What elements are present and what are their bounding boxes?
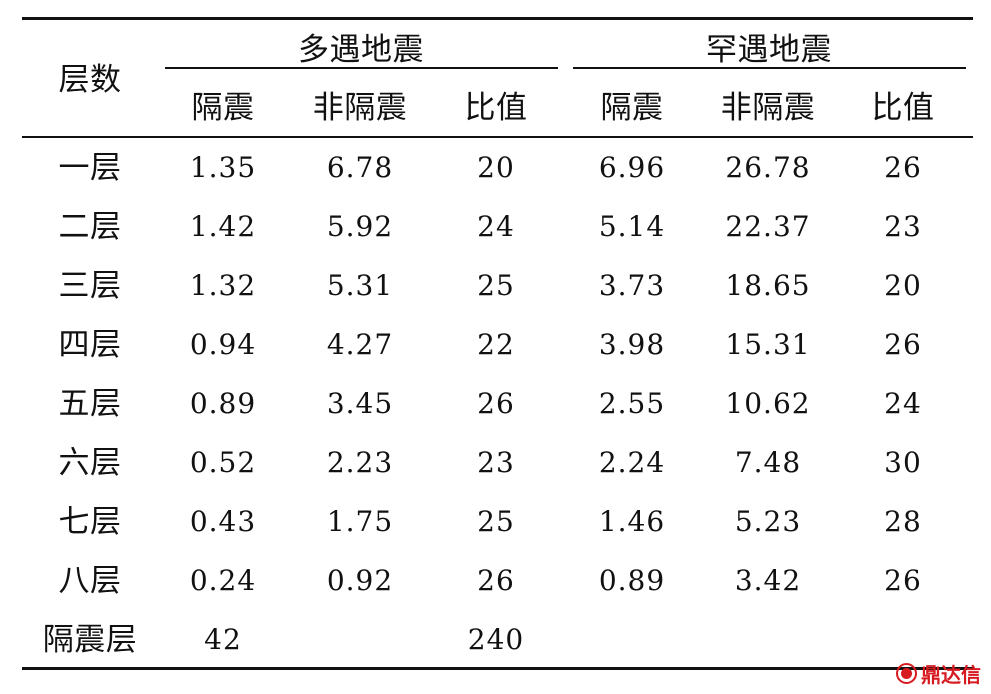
- table-cell: 0.89: [598, 564, 666, 597]
- row-label: 七层: [58, 504, 122, 540]
- table-cell: 10.62: [725, 387, 811, 420]
- table-cell: 26: [884, 328, 922, 361]
- table-cell: 42: [204, 623, 242, 656]
- row-label: 八层: [58, 563, 122, 599]
- table-cell: 28: [884, 505, 922, 538]
- table-cell: 22: [477, 328, 515, 361]
- row-label: 六层: [58, 445, 122, 481]
- group-rule-frequent: [165, 67, 558, 69]
- table-cell: 240: [467, 623, 525, 656]
- table-cell: 26: [884, 564, 922, 597]
- watermark-logo: 鼎达信: [896, 659, 981, 688]
- row-header-title: 层数: [58, 62, 122, 98]
- table-cell: 5.92: [326, 210, 394, 243]
- row-label: 一层: [58, 150, 122, 186]
- table-cell: 1.32: [189, 269, 257, 302]
- table-cell: 3.73: [598, 269, 666, 302]
- header-rule: [22, 136, 973, 138]
- table-cell: 0.52: [189, 446, 257, 479]
- table-cell: 1.46: [598, 505, 666, 538]
- data-table: 层数 多遇地震 罕遇地震 隔震 非隔震 比值 隔震 非隔震 比值 一层 1.35 6…: [22, 17, 973, 673]
- group-title-rare: 罕遇地震: [706, 32, 832, 68]
- table-cell: 20: [884, 269, 922, 302]
- column-header: 隔震: [191, 90, 255, 126]
- table-cell: 3.98: [598, 328, 666, 361]
- table-cell: 23: [477, 446, 515, 479]
- table-cell: 26: [477, 564, 515, 597]
- group-rule-rare: [573, 67, 966, 69]
- table-cell: 7.48: [734, 446, 802, 479]
- table-cell: 26: [477, 387, 515, 420]
- row-label: 三层: [58, 268, 122, 304]
- table-cell: 6.96: [598, 151, 666, 184]
- table-cell: 5.14: [598, 210, 666, 243]
- column-header: 非隔震: [720, 90, 816, 126]
- table-cell: 5.23: [734, 505, 802, 538]
- table-cell: 3.45: [326, 387, 394, 420]
- table-cell: 25: [477, 269, 515, 302]
- column-header: 隔震: [600, 90, 664, 126]
- bottom-rule: [22, 667, 973, 670]
- table-cell: 2.24: [598, 446, 666, 479]
- row-label: 隔震层: [42, 622, 138, 658]
- table-cell: 6.78: [326, 151, 394, 184]
- table-cell: 15.31: [725, 328, 811, 361]
- row-label: 四层: [58, 327, 122, 363]
- table-cell: 0.92: [326, 564, 394, 597]
- table-cell: 25: [477, 505, 515, 538]
- table-cell: 26: [884, 151, 922, 184]
- table-cell: 0.89: [189, 387, 257, 420]
- column-header: 比值: [464, 90, 528, 126]
- top-rule: [22, 17, 973, 20]
- table-cell: 24: [477, 210, 515, 243]
- table-cell: 1.75: [326, 505, 394, 538]
- table-cell: 22.37: [725, 210, 811, 243]
- group-title-frequent: 多遇地震: [298, 32, 424, 68]
- table-cell: 4.27: [326, 328, 394, 361]
- table-cell: 24: [884, 387, 922, 420]
- row-label: 二层: [58, 209, 122, 245]
- table-cell: 2.23: [326, 446, 394, 479]
- table-cell: 23: [884, 210, 922, 243]
- table-cell: 20: [477, 151, 515, 184]
- watermark-text: 鼎达信: [921, 663, 981, 687]
- table-cell: 18.65: [725, 269, 811, 302]
- column-header: 比值: [871, 90, 935, 126]
- table-cell: 3.42: [734, 564, 802, 597]
- table-cell: 30: [884, 446, 922, 479]
- table-cell: 0.43: [189, 505, 257, 538]
- table-cell: 1.35: [189, 151, 257, 184]
- table-cell: 26.78: [725, 151, 811, 184]
- table-cell: 2.55: [598, 387, 666, 420]
- table-cell: 1.42: [189, 210, 257, 243]
- table-cell: 0.24: [189, 564, 257, 597]
- table-cell: 5.31: [326, 269, 394, 302]
- logo-icon: [896, 663, 917, 684]
- table-cell: 0.94: [189, 328, 257, 361]
- row-label: 五层: [58, 386, 122, 422]
- column-header: 非隔震: [312, 90, 408, 126]
